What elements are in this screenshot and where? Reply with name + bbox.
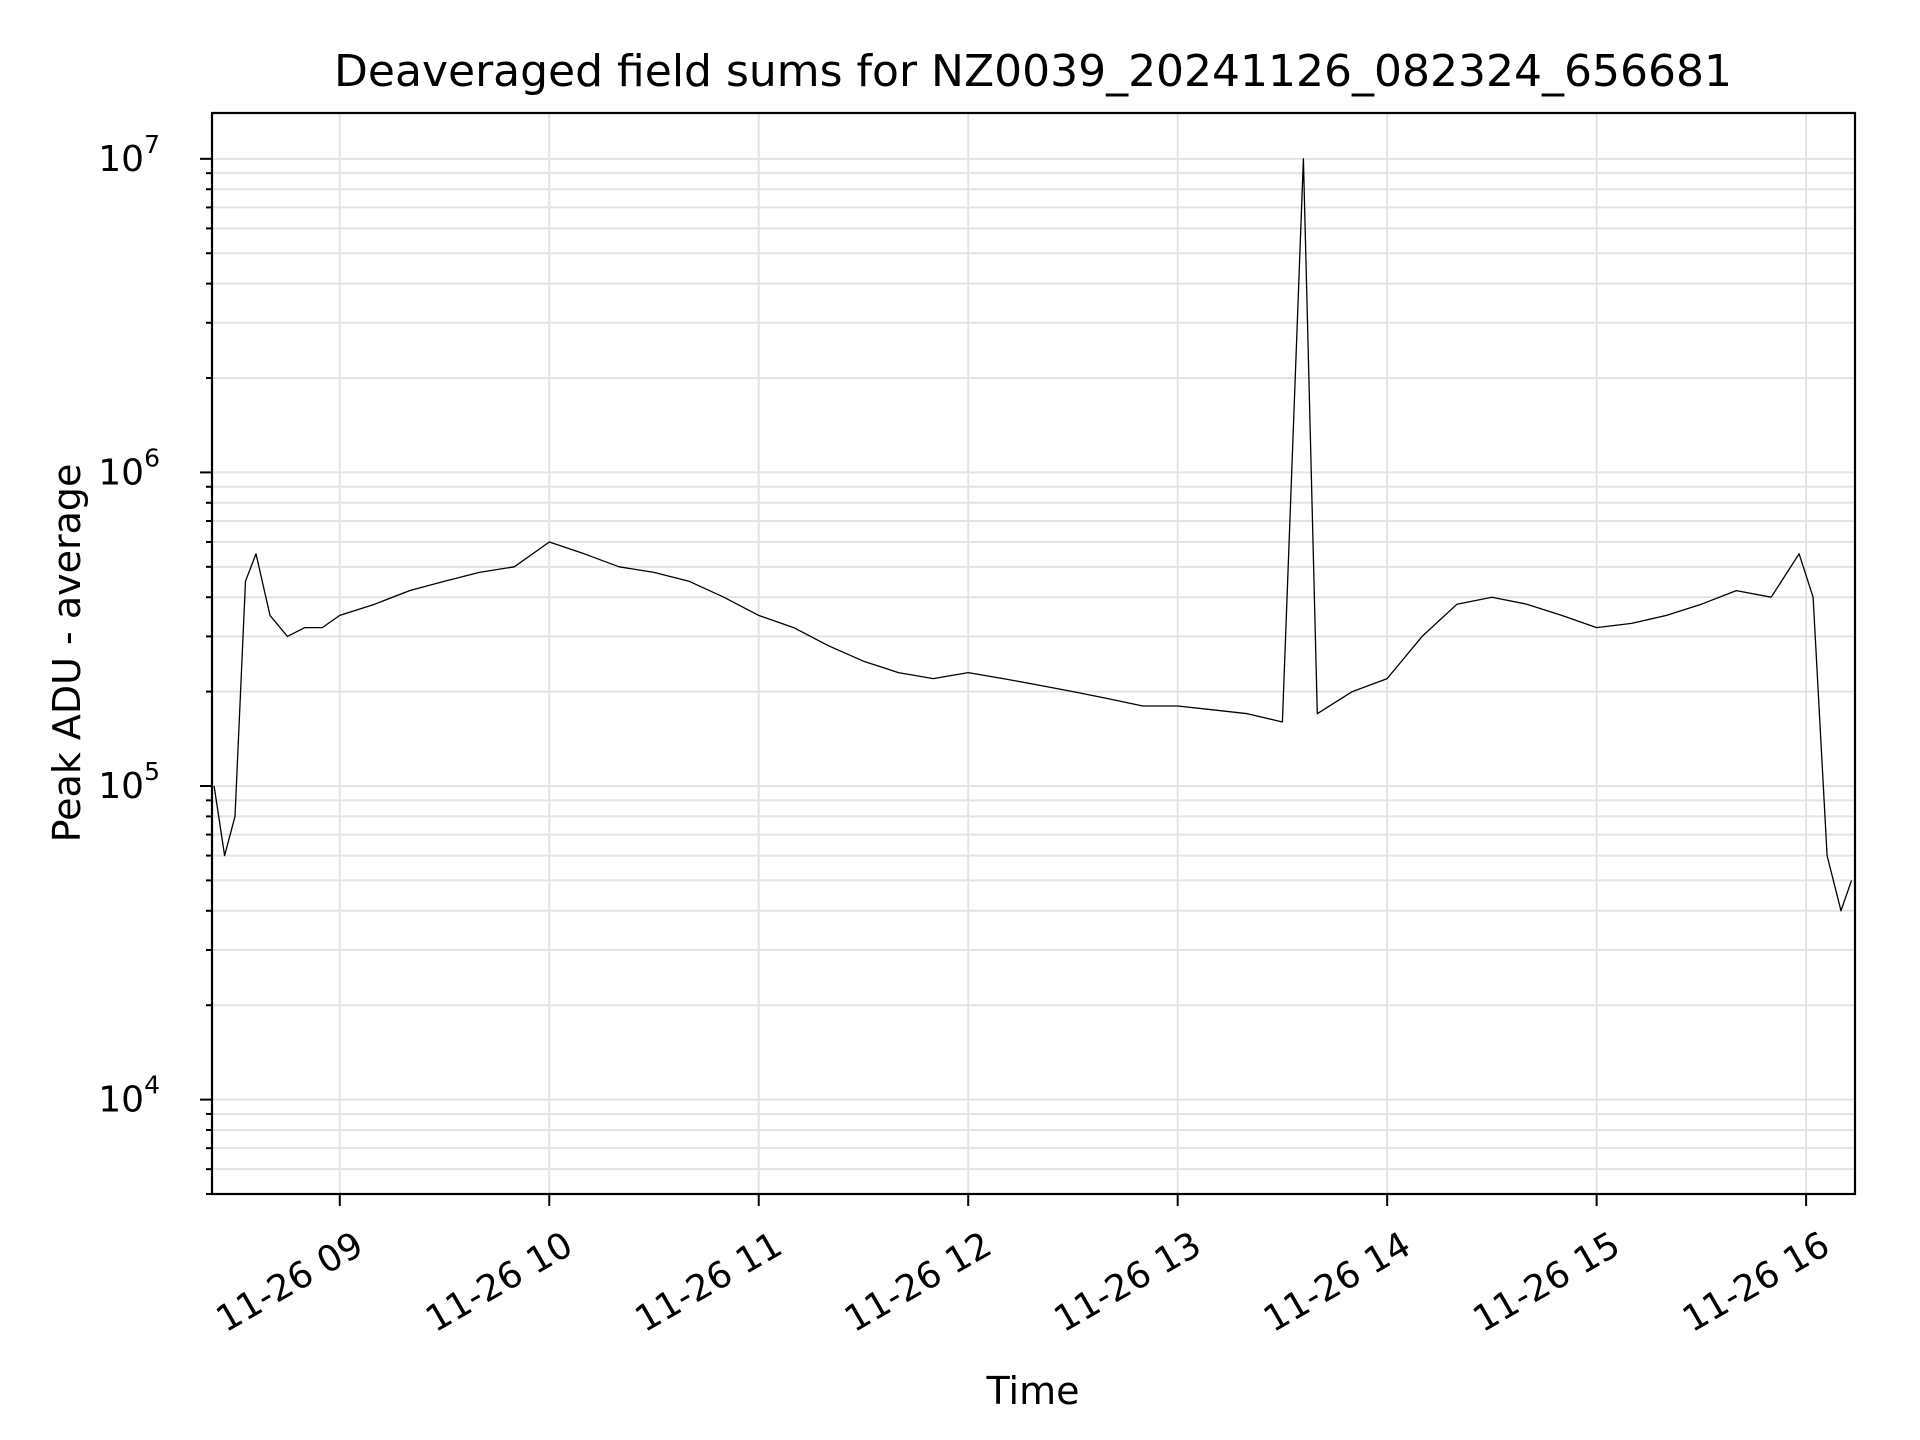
y-tick-label: 105 (98, 757, 160, 807)
x-tick-label: 11-26 12 (838, 1224, 999, 1340)
y-tick-label: 107 (98, 130, 160, 180)
x-tick-label: 11-26 10 (419, 1224, 580, 1340)
series-line (213, 158, 1853, 912)
x-tick-label: 11-26 16 (1676, 1224, 1837, 1340)
x-tick-label: 11-26 09 (210, 1224, 371, 1340)
y-tick-label: 106 (98, 443, 160, 493)
y-axis-label: Peak ADU - average (45, 464, 89, 843)
grid (212, 113, 1855, 1195)
y-axis: 104 105 106 107 (98, 130, 212, 1195)
y-tick-label: 104 (98, 1071, 160, 1121)
series-group (213, 158, 1853, 912)
x-axis-label: Time (986, 1369, 1080, 1413)
x-tick-label: 11-26 14 (1257, 1224, 1418, 1340)
chart-title: Deaveraged field sums for NZ0039_2024112… (334, 46, 1732, 97)
x-tick-label: 11-26 15 (1466, 1224, 1627, 1340)
x-tick-label: 11-26 13 (1048, 1224, 1209, 1340)
plot-frame (210, 111, 1857, 1196)
x-axis: 11-26 09 11-26 10 11-26 11 11-26 12 11-26 13… (210, 1194, 1837, 1341)
x-tick-label: 11-26 11 (629, 1224, 790, 1340)
